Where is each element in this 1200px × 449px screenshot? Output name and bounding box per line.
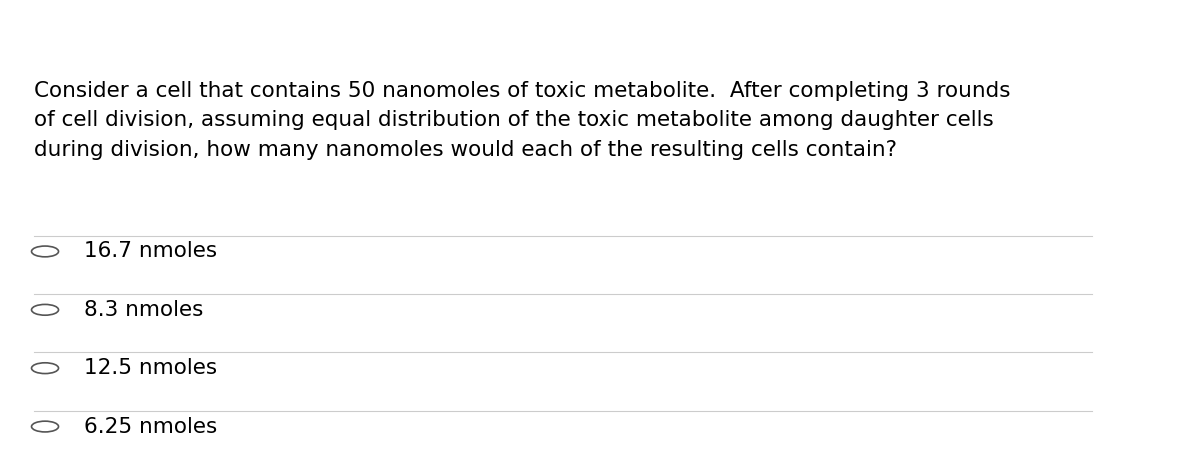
Circle shape (31, 304, 59, 315)
Text: 16.7 nmoles: 16.7 nmoles (84, 242, 217, 261)
Text: 8.3 nmoles: 8.3 nmoles (84, 300, 204, 320)
Circle shape (31, 246, 59, 257)
Circle shape (31, 363, 59, 374)
Circle shape (31, 421, 59, 432)
Text: 6.25 nmoles: 6.25 nmoles (84, 417, 217, 436)
Text: Consider a cell that contains 50 nanomoles of toxic metabolite.  After completin: Consider a cell that contains 50 nanomol… (34, 81, 1010, 160)
Text: 12.5 nmoles: 12.5 nmoles (84, 358, 217, 378)
